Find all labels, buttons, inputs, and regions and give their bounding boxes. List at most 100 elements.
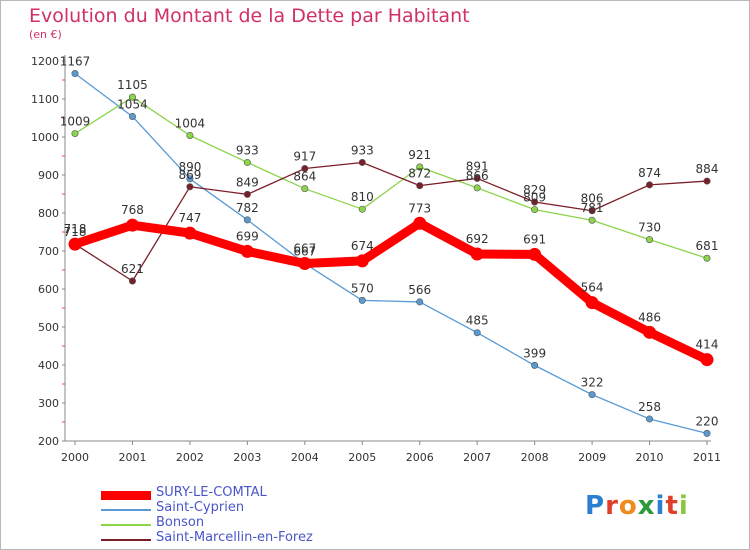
data-label: 809 xyxy=(523,191,546,205)
data-label: 866 xyxy=(466,169,489,183)
chart-unit: (en €) xyxy=(29,28,62,41)
data-label: 674 xyxy=(351,239,374,253)
data-point xyxy=(588,391,596,399)
legend-label: Saint-Marcellin-en-Forez xyxy=(156,530,313,545)
data-point xyxy=(416,298,424,306)
data-label: 782 xyxy=(236,201,259,215)
data-label: 768 xyxy=(121,203,144,217)
y-tick-label: 600 xyxy=(38,283,59,296)
data-label: 730 xyxy=(638,221,661,235)
data-point xyxy=(358,205,366,213)
data-label: 486 xyxy=(638,310,661,324)
data-label: 1009 xyxy=(60,115,91,129)
data-point xyxy=(588,216,596,224)
data-label: 220 xyxy=(696,414,719,428)
data-label: 773 xyxy=(408,201,431,215)
x-tick-label: 2003 xyxy=(233,451,261,464)
data-point xyxy=(588,207,596,215)
data-label: 399 xyxy=(523,346,546,360)
data-point xyxy=(700,353,714,367)
data-point xyxy=(186,131,194,139)
data-point xyxy=(186,175,194,183)
data-point xyxy=(125,218,139,232)
data-point xyxy=(301,185,309,193)
data-label: 890 xyxy=(178,160,201,174)
data-label: 829 xyxy=(523,183,546,197)
series-line-saint-marcellin-en-forez xyxy=(74,161,708,282)
legend-label: Bonson xyxy=(156,515,205,530)
y-tick-label: 200 xyxy=(38,435,59,448)
x-tick-label: 2004 xyxy=(291,451,319,464)
data-point xyxy=(473,184,481,192)
data-label: 414 xyxy=(696,338,719,352)
data-label: 1054 xyxy=(117,97,148,111)
data-point xyxy=(703,254,711,262)
x-tick-label: 2000 xyxy=(61,451,89,464)
legend-swatch xyxy=(101,539,151,541)
x-tick-label: 2005 xyxy=(348,451,376,464)
data-label: 921 xyxy=(408,148,431,162)
data-point xyxy=(531,206,539,214)
x-tick-label: 2001 xyxy=(118,451,146,464)
data-point xyxy=(528,247,542,261)
data-point xyxy=(298,257,312,271)
data-point xyxy=(128,112,136,120)
data-label: 485 xyxy=(466,314,489,328)
legend-swatch xyxy=(101,509,151,511)
x-tick-label: 2002 xyxy=(176,451,204,464)
data-label: 564 xyxy=(581,281,604,295)
data-label: 667 xyxy=(293,242,316,256)
logo-letter: i xyxy=(655,491,666,521)
data-point xyxy=(68,237,82,251)
chart-title: Evolution du Montant de la Dette par Hab… xyxy=(29,5,470,27)
data-label: 1004 xyxy=(175,116,206,130)
data-point xyxy=(186,183,194,191)
series-line-sury-le-comtal xyxy=(70,218,712,365)
x-tick-label: 2011 xyxy=(693,451,721,464)
data-label: 681 xyxy=(696,239,719,253)
y-tick-label: 1000 xyxy=(31,131,59,144)
data-point xyxy=(183,226,197,240)
data-label: 718 xyxy=(64,222,87,236)
proxiti-logo: Proxiti xyxy=(585,491,689,521)
series-line-saint-cyprien xyxy=(74,72,708,435)
y-tick-label: 1200 xyxy=(31,55,59,68)
data-point xyxy=(243,158,251,166)
data-label: 667 xyxy=(293,245,316,259)
logo-letter: r xyxy=(605,491,619,521)
data-label: 699 xyxy=(236,229,259,243)
data-label: 849 xyxy=(236,175,259,189)
data-point xyxy=(473,174,481,182)
data-point xyxy=(243,190,251,198)
data-point xyxy=(301,165,309,173)
y-tick-label: 1100 xyxy=(31,93,59,106)
data-point xyxy=(128,93,136,101)
x-tick-label: 2008 xyxy=(521,451,549,464)
data-point xyxy=(71,130,79,138)
data-point xyxy=(243,216,251,224)
data-point xyxy=(358,296,366,304)
data-label: 1105 xyxy=(117,78,148,92)
legend-label: Saint-Cyprien xyxy=(156,500,245,515)
data-label: 570 xyxy=(351,281,374,295)
data-point xyxy=(643,325,657,339)
data-point xyxy=(703,429,711,437)
data-point xyxy=(646,181,654,189)
data-point xyxy=(413,216,427,230)
data-point xyxy=(473,329,481,337)
legend-swatch xyxy=(101,491,151,500)
data-label: 621 xyxy=(121,262,144,276)
logo-letter: x xyxy=(637,491,656,521)
data-label: 891 xyxy=(466,159,489,173)
data-point xyxy=(355,254,369,268)
data-label: 692 xyxy=(466,232,489,246)
data-point xyxy=(585,296,599,310)
y-tick-label: 900 xyxy=(38,169,59,182)
y-tick-label: 500 xyxy=(38,321,59,334)
data-label: 874 xyxy=(638,166,661,180)
data-label: 917 xyxy=(293,150,316,164)
data-label: 258 xyxy=(638,400,661,414)
y-tick-label: 400 xyxy=(38,359,59,372)
